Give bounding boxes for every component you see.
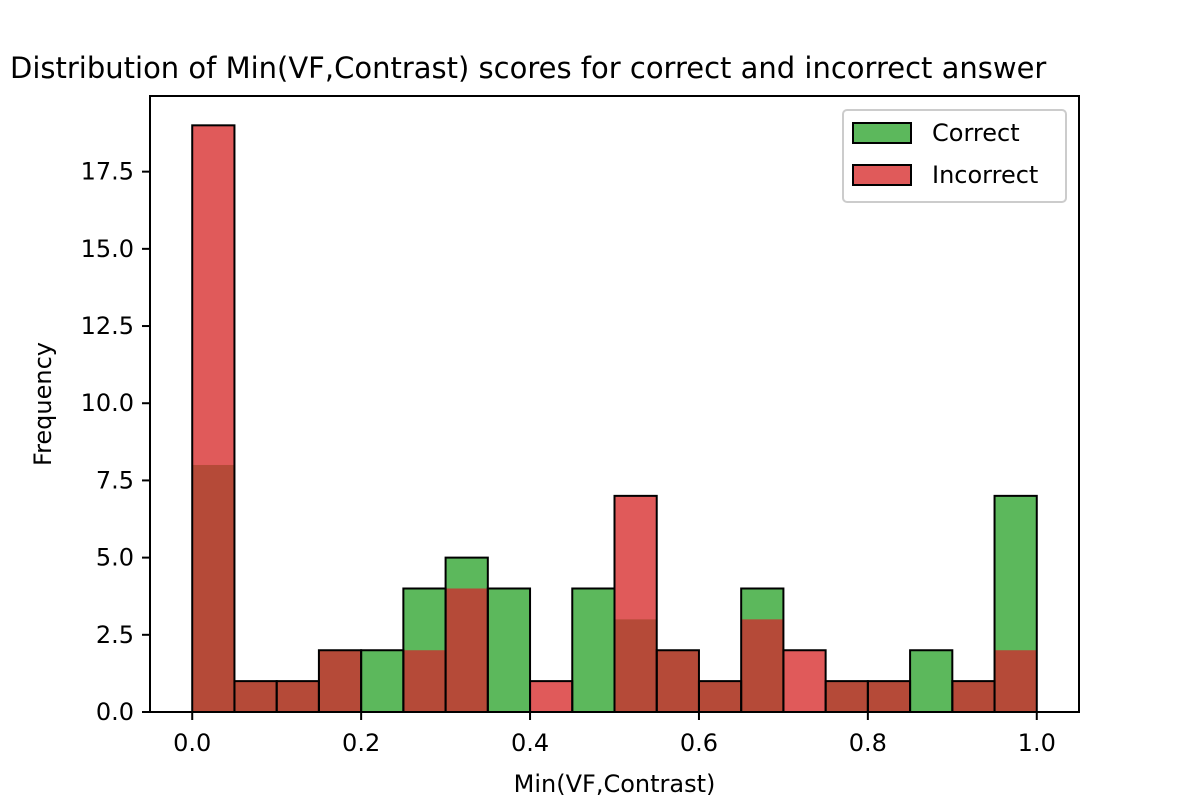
histogram-bar-overlap: [825, 681, 868, 712]
bars-layer: [191, 124, 1038, 714]
histogram-bar-top: [572, 588, 615, 712]
y-tick-label: 7.5: [96, 466, 134, 494]
histogram-bar-overlap: [698, 681, 742, 712]
x-tick-label: 0.2: [342, 729, 380, 757]
y-axis: 0.0 2.5 5.0 7.5 10.0 12.5 15.0 17.5: [81, 158, 150, 726]
histogram-bar-overlap: [656, 650, 699, 712]
x-tick-label: 0.4: [511, 729, 549, 757]
y-tick-label: 0.0: [96, 698, 134, 726]
legend-swatch-incorrect: [852, 164, 912, 186]
histogram-bar-overlap: [952, 681, 995, 712]
x-axis-label: Min(VF,Contrast): [514, 770, 716, 798]
histogram-bar-overlap: [276, 681, 319, 712]
chart-title: Distribution of Min(VF,Contrast) scores …: [10, 51, 1046, 85]
histogram-bar-overlap: [234, 681, 277, 712]
histogram-bar-top: [783, 650, 826, 712]
y-tick-label: 15.0: [81, 235, 134, 263]
histogram-bar-overlap: [867, 681, 911, 712]
histogram-bar-overlap: [614, 619, 657, 712]
y-tick-label: 12.5: [81, 312, 134, 340]
histogram-bar-overlap: [445, 588, 488, 712]
histogram-bar-overlap: [994, 650, 1037, 712]
y-tick-label: 10.0: [81, 389, 134, 417]
y-tick-label: 2.5: [96, 621, 134, 649]
x-tick-label: 0.0: [173, 729, 211, 757]
histogram-bar-overlap: [403, 650, 446, 712]
x-tick-label: 0.8: [849, 729, 887, 757]
legend-label-correct: Correct: [932, 119, 1020, 147]
legend-swatch-correct: [852, 122, 912, 144]
histogram-bar-overlap: [318, 650, 362, 712]
x-axis: 0.0 0.2 0.4 0.6 0.8 1.0: [173, 712, 1056, 757]
y-tick-label: 17.5: [81, 158, 134, 186]
histogram-bar-overlap: [741, 619, 784, 712]
legend: Correct Incorrect: [842, 109, 1067, 203]
histogram-bar-top: [910, 650, 953, 712]
histogram-bar-top: [361, 650, 404, 712]
x-tick-label: 0.6: [680, 729, 718, 757]
legend-label-incorrect: Incorrect: [932, 161, 1038, 189]
histogram-bar-top: [487, 588, 531, 712]
x-tick-label: 1.0: [1018, 729, 1056, 757]
histogram-bar-top: [530, 681, 573, 712]
histogram-bar-overlap: [192, 464, 235, 712]
y-axis-label: Frequency: [29, 342, 57, 466]
y-tick-label: 5.0: [96, 544, 134, 572]
